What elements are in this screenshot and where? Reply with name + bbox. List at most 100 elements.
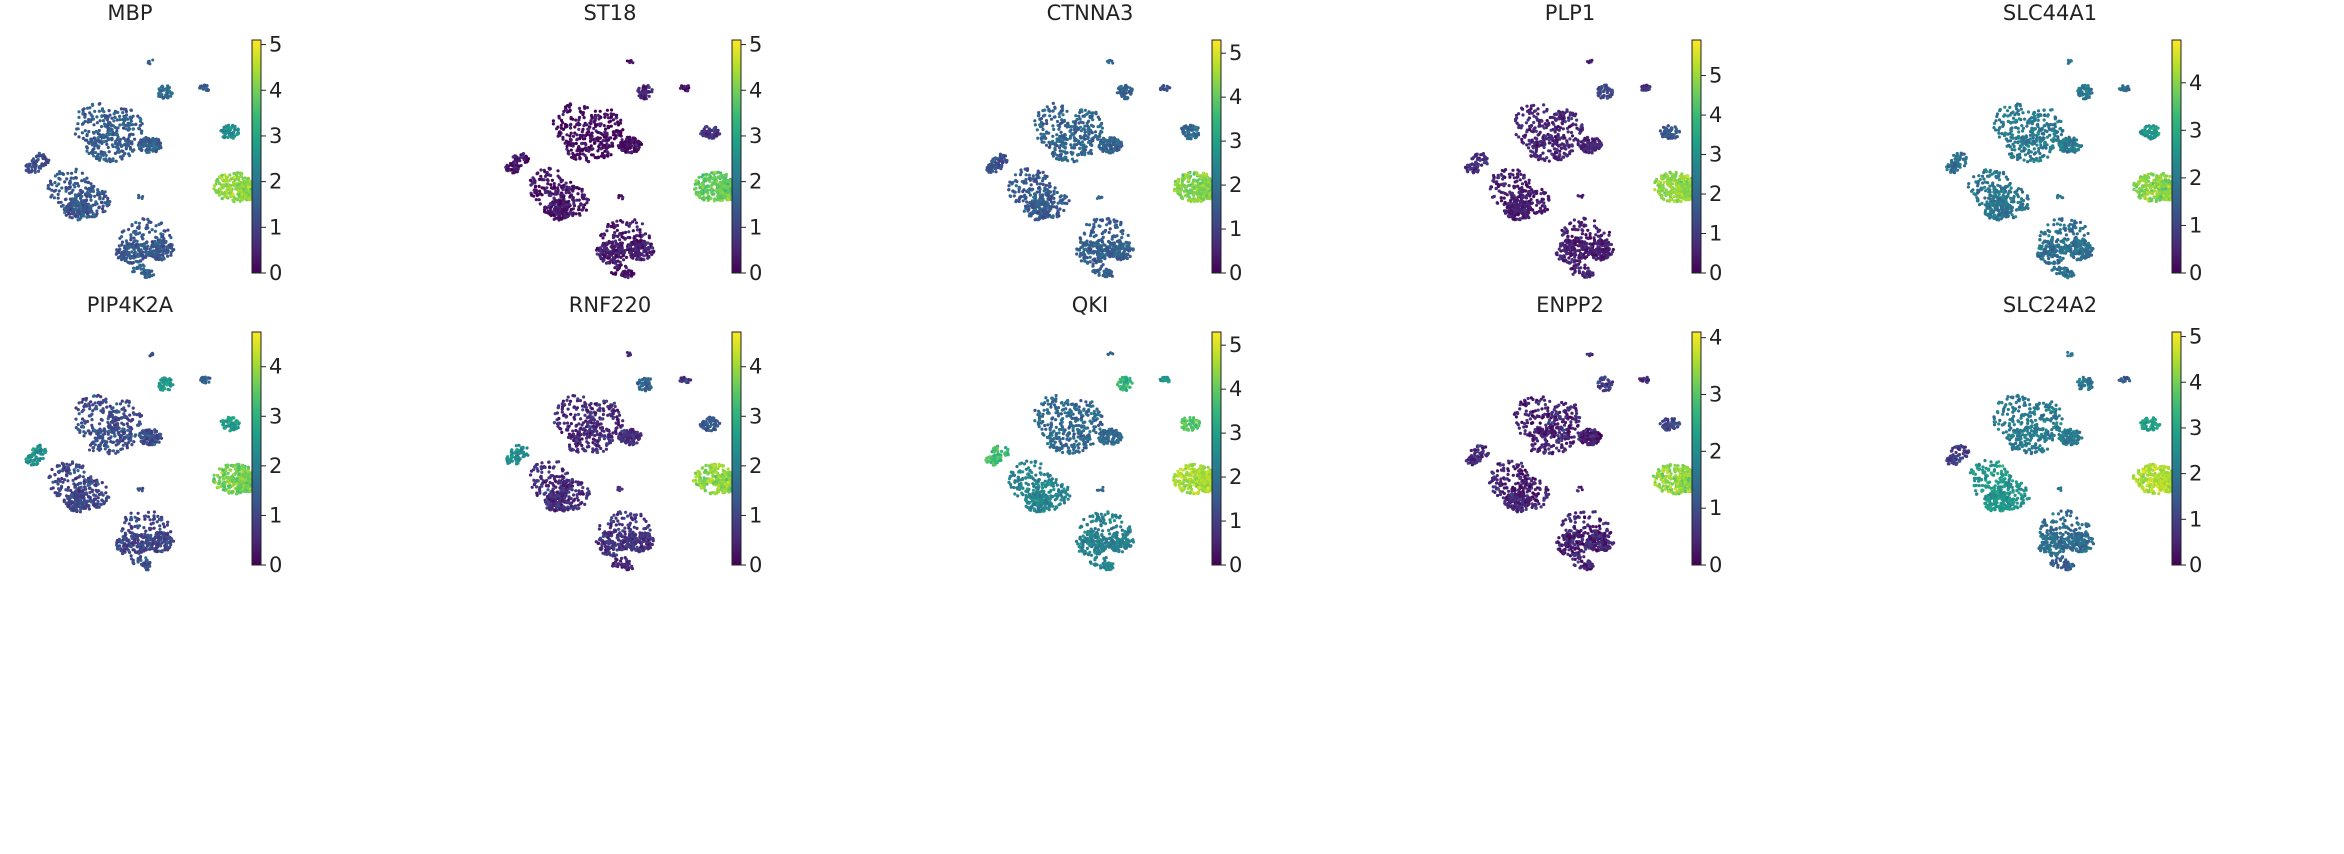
cell-point-bigA: [551, 119, 556, 123]
cell-point-bigC: [1094, 233, 1098, 237]
cell-point-top1: [637, 94, 641, 98]
cell-point-bigB: [81, 209, 85, 213]
cell-point-bigB: [70, 171, 74, 175]
cell-point-bigB: [1046, 197, 1050, 201]
cell-point-bigC: [1093, 259, 1097, 263]
cell-point-bigC: [1117, 240, 1121, 244]
cell-point-bigA: [144, 139, 148, 143]
cell-point-oligo: [694, 182, 698, 186]
cell-point-oligo: [232, 183, 236, 187]
cell-point-bigA: [1047, 131, 1051, 135]
cell-point-bigC: [126, 227, 131, 232]
cell-point-bigA: [131, 127, 135, 131]
cell-point-oligo: [694, 190, 698, 194]
cell-point-bigA: [1053, 146, 1057, 150]
cell-point-left: [999, 167, 1003, 171]
cell-point-bigA: [1051, 101, 1055, 105]
cell-point-bigB: [89, 194, 93, 198]
cell-point-bigA: [158, 144, 162, 148]
cell-point-bigA: [77, 115, 81, 119]
cell-point-bigB: [582, 197, 586, 201]
cell-point-oligo: [701, 197, 705, 201]
cell-point-bigA: [115, 126, 119, 130]
cell-point-bigA: [583, 137, 587, 141]
colorbar-tick-label: 5: [749, 33, 762, 57]
cell-point-oligo: [240, 192, 244, 196]
cell-point-bigB: [542, 178, 546, 182]
cell-point-bottom: [630, 272, 634, 276]
cell-point-top1: [158, 93, 162, 97]
cell-point-bigB: [65, 207, 69, 211]
cell-point-bigC: [621, 249, 625, 253]
cell-point-oligo: [697, 175, 701, 179]
cell-point-bigB: [80, 171, 84, 175]
cell-point-bigB: [68, 208, 72, 212]
cell-point-minor: [94, 155, 98, 159]
cell-point-right: [233, 124, 237, 128]
cell-point-bigC: [606, 222, 610, 227]
cell-point-bigB: [94, 201, 98, 205]
colorbar-tick-label: 4: [269, 78, 282, 102]
cell-point-bigA: [128, 146, 132, 150]
cell-point-bigB: [70, 190, 74, 194]
cell-point-bigA: [612, 137, 617, 141]
cell-point-bigC: [139, 253, 144, 257]
cell-point-bottom: [625, 274, 629, 278]
cell-point-bigA: [130, 123, 135, 127]
cell-point-bigB: [560, 216, 564, 220]
cell-point-bigA: [1075, 128, 1079, 132]
cell-point-bigC: [1113, 220, 1117, 224]
cell-point-top1: [641, 88, 645, 92]
cell-point-bigC: [144, 227, 148, 231]
cell-point-bigB: [89, 198, 93, 202]
cell-point-bigC: [127, 246, 131, 250]
cell-point-left: [997, 163, 1001, 167]
cell-point-bigA: [76, 122, 80, 126]
cell-point-left: [506, 169, 510, 173]
cell-point-bigA: [124, 116, 128, 120]
cell-point-bigC: [127, 251, 131, 255]
cell-point-oligo: [713, 178, 717, 182]
cell-point-bigA: [80, 122, 85, 126]
cell-point-bigB: [1047, 184, 1051, 188]
cell-point-bigA: [146, 137, 151, 141]
cell-point-bigB: [546, 179, 550, 183]
cell-point-bigA: [566, 142, 570, 146]
cell-point-bigB: [1031, 174, 1035, 178]
cell-point-bigC: [120, 240, 125, 244]
cell-point-bigB: [550, 210, 554, 214]
cell-point-bigB: [55, 172, 60, 176]
cell-point-bigB: [567, 202, 572, 207]
cell-point-oligo: [1201, 175, 1205, 179]
cell-point-bigC: [645, 246, 650, 250]
cell-point-oligo: [1180, 185, 1184, 189]
cell-point-bigB: [530, 182, 534, 186]
cell-point-right: [1196, 131, 1201, 135]
cell-point-bigA: [114, 159, 118, 163]
cell-point-bigA: [100, 114, 104, 118]
cell-point-bigA: [102, 157, 106, 161]
cell-point-bigA: [144, 142, 148, 146]
cell-point-bigB: [539, 174, 543, 178]
cell-point-bigC: [1075, 252, 1079, 256]
cell-point-bigA: [589, 119, 593, 123]
cell-point-bigA: [605, 108, 610, 112]
cell-point-left: [42, 162, 46, 167]
cell-point-bigA: [602, 124, 606, 128]
cell-point-bigA: [115, 150, 119, 154]
cell-point-bigC: [640, 246, 644, 250]
cell-point-right: [1191, 124, 1195, 128]
cell-point-bigA: [110, 136, 114, 141]
cell-point-bigC: [123, 251, 127, 255]
cell-point-bigC: [650, 252, 654, 257]
cell-point-bigB: [549, 173, 553, 178]
cell-point-bigC: [1100, 253, 1104, 257]
cell-point-right: [1191, 134, 1195, 138]
cell-point-bigB: [79, 188, 83, 192]
cell-point-right: [1183, 124, 1187, 129]
cell-point-bigA: [589, 144, 593, 148]
cell-point-bigA: [582, 124, 586, 128]
cell-point-bigA: [1039, 132, 1043, 136]
cell-point-bigC: [157, 222, 161, 227]
